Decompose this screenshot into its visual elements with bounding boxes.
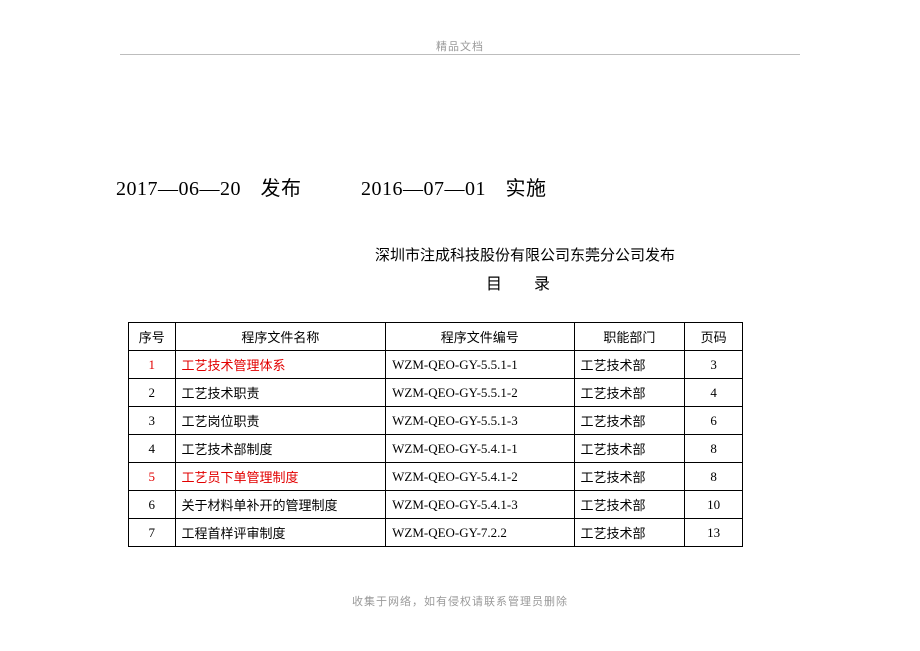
- col-header-seq: 序号: [129, 323, 176, 351]
- cell-seq: 3: [129, 407, 176, 435]
- cell-page: 3: [685, 351, 743, 379]
- page-footer: 收集于网络，如有侵权请联系管理员删除: [0, 593, 920, 609]
- table-row: 5工艺员下单管理制度WZM-QEO-GY-5.4.1-2工艺技术部8: [129, 463, 743, 491]
- table-row: 1工艺技术管理体系WZM-QEO-GY-5.5.1-1工艺技术部3: [129, 351, 743, 379]
- cell-code: WZM-QEO-GY-5.4.1-3: [386, 491, 574, 519]
- cell-code: WZM-QEO-GY-5.4.1-1: [386, 435, 574, 463]
- cell-code: WZM-QEO-GY-5.5.1-1: [386, 351, 574, 379]
- cell-page: 10: [685, 491, 743, 519]
- cell-name: 工艺技术部制度: [175, 435, 386, 463]
- cell-page: 6: [685, 407, 743, 435]
- page-header: 精品文档: [0, 38, 920, 54]
- cell-code: WZM-QEO-GY-7.2.2: [386, 519, 574, 547]
- cell-name: 关于材料单补开的管理制度: [175, 491, 386, 519]
- toc-table-wrap: 序号 程序文件名称 程序文件编号 职能部门 页码 1工艺技术管理体系WZM-QE…: [128, 322, 743, 547]
- cell-name: 工程首样评审制度: [175, 519, 386, 547]
- publish-label: 发布: [261, 178, 302, 200]
- toc-title: 目 录: [0, 270, 920, 294]
- publish-date: 2017—06—20: [116, 178, 241, 200]
- header-rule: [120, 54, 800, 55]
- table-row: 6关于材料单补开的管理制度WZM-QEO-GY-5.4.1-3工艺技术部10: [129, 491, 743, 519]
- cell-page: 4: [685, 379, 743, 407]
- cell-code: WZM-QEO-GY-5.4.1-2: [386, 463, 574, 491]
- col-header-page: 页码: [685, 323, 743, 351]
- cell-dept: 工艺技术部: [574, 491, 685, 519]
- cell-dept: 工艺技术部: [574, 379, 685, 407]
- table-header-row: 序号 程序文件名称 程序文件编号 职能部门 页码: [129, 323, 743, 351]
- cell-name: 工艺技术管理体系: [175, 351, 386, 379]
- cell-seq: 6: [129, 491, 176, 519]
- cell-page: 8: [685, 463, 743, 491]
- effect-label: 实施: [506, 178, 547, 200]
- cell-seq: 1: [129, 351, 176, 379]
- date-line: 2017—06—20 发布 2016—07—01 实施: [116, 172, 547, 201]
- cell-seq: 4: [129, 435, 176, 463]
- table-row: 7工程首样评审制度WZM-QEO-GY-7.2.2工艺技术部13: [129, 519, 743, 547]
- cell-seq: 5: [129, 463, 176, 491]
- cell-seq: 2: [129, 379, 176, 407]
- col-header-name: 程序文件名称: [175, 323, 386, 351]
- cell-dept: 工艺技术部: [574, 463, 685, 491]
- cell-name: 工艺技术职责: [175, 379, 386, 407]
- col-header-dept: 职能部门: [574, 323, 685, 351]
- cell-name: 工艺岗位职责: [175, 407, 386, 435]
- cell-dept: 工艺技术部: [574, 351, 685, 379]
- cell-dept: 工艺技术部: [574, 519, 685, 547]
- publisher-line: 深圳市注成科技股份有限公司东莞分公司发布: [0, 244, 920, 265]
- col-header-code: 程序文件编号: [386, 323, 574, 351]
- cell-page: 8: [685, 435, 743, 463]
- table-row: 2工艺技术职责WZM-QEO-GY-5.5.1-2工艺技术部4: [129, 379, 743, 407]
- cell-name: 工艺员下单管理制度: [175, 463, 386, 491]
- effect-date: 2016—07—01: [361, 178, 486, 200]
- table-row: 3工艺岗位职责WZM-QEO-GY-5.5.1-3工艺技术部6: [129, 407, 743, 435]
- cell-page: 13: [685, 519, 743, 547]
- toc-table: 序号 程序文件名称 程序文件编号 职能部门 页码 1工艺技术管理体系WZM-QE…: [128, 322, 743, 547]
- cell-seq: 7: [129, 519, 176, 547]
- cell-code: WZM-QEO-GY-5.5.1-2: [386, 379, 574, 407]
- table-row: 4工艺技术部制度WZM-QEO-GY-5.4.1-1工艺技术部8: [129, 435, 743, 463]
- cell-dept: 工艺技术部: [574, 407, 685, 435]
- cell-code: WZM-QEO-GY-5.5.1-3: [386, 407, 574, 435]
- cell-dept: 工艺技术部: [574, 435, 685, 463]
